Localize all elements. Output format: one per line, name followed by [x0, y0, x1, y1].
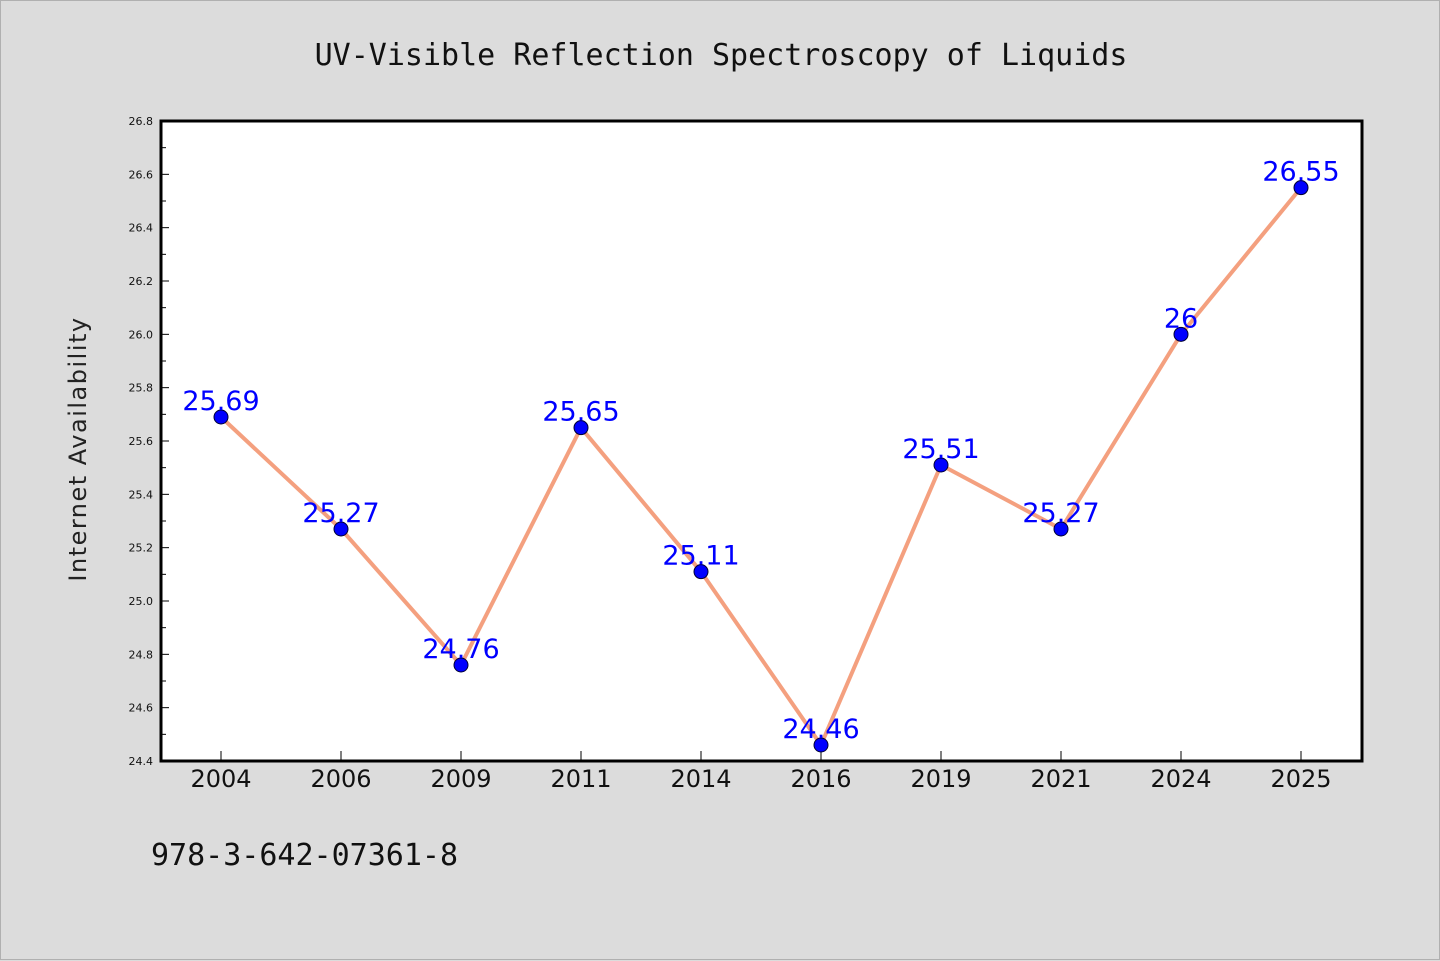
x-tick-label: 2006 [310, 765, 371, 793]
data-label: 25.27 [1022, 498, 1099, 529]
data-label: 25.27 [302, 498, 379, 529]
x-tick-label: 2009 [430, 765, 491, 793]
data-label: 25.65 [542, 397, 619, 428]
data-label: 26.55 [1262, 157, 1339, 188]
data-point [1053, 521, 1069, 537]
isbn-text: 978-3-642-07361-8 [151, 838, 458, 873]
data-label: 26 [1164, 303, 1198, 334]
data-point [813, 737, 829, 753]
data-point [933, 457, 949, 473]
x-tick-label: 2019 [910, 765, 971, 793]
x-tick-label: 2024 [1150, 765, 1211, 793]
y-tick-label: 24.4 [129, 755, 154, 768]
data-point [573, 420, 589, 436]
y-tick-label: 25.4 [129, 488, 154, 501]
y-tick-label: 25.6 [129, 435, 154, 448]
x-tick-label: 2016 [790, 765, 851, 793]
data-point [693, 564, 709, 580]
data-point [213, 409, 229, 425]
data-point [1173, 326, 1189, 342]
y-axis-label: Internet Availability [64, 316, 92, 581]
y-tick-label: 26.4 [129, 222, 154, 235]
data-label: 24.76 [422, 634, 499, 665]
x-tick-label: 2011 [550, 765, 611, 793]
series-line-group [219, 185, 1303, 747]
data-point [453, 657, 469, 673]
data-label: 25.69 [182, 386, 259, 417]
data-label: 25.51 [902, 434, 979, 465]
x-axis-ticks: 2004 2006 2009 2011 2014 2016 2019 2021 2024 2025 [190, 751, 1332, 793]
data-point [1293, 180, 1309, 196]
y-tick-label: 26.6 [129, 168, 154, 181]
y-axis-ticks: 24.4 24.6 24.8 25.0 25.2 25.4 25.6 25.8 26.0 26.2… [129, 115, 169, 768]
chart-title: UV-Visible Reflection Spectroscopy of Li… [315, 38, 1128, 73]
data-label: 24.46 [782, 714, 859, 745]
y-tick-label: 26.0 [129, 328, 154, 341]
y-tick-label: 25.8 [129, 382, 154, 395]
data-markers [213, 180, 1309, 753]
x-tick-label: 2004 [190, 765, 251, 793]
y-tick-label: 24.8 [129, 648, 154, 661]
y-tick-label: 26.2 [129, 275, 154, 288]
plot-area [159, 119, 1364, 763]
y-tick-label: 25.2 [129, 542, 154, 555]
y-tick-label: 25.0 [129, 595, 154, 608]
series-line [219, 185, 1303, 747]
data-label: 25.11 [662, 541, 739, 572]
x-tick-label: 2021 [1030, 765, 1091, 793]
data-point [333, 521, 349, 537]
y-tick-label: 24.6 [129, 702, 154, 715]
data-labels: 25.69 25.27 24.76 25.65 25.11 24.46 25.51 25.27… [182, 157, 1339, 745]
x-tick-label: 2025 [1270, 765, 1331, 793]
x-tick-label: 2014 [670, 765, 731, 793]
y-tick-label: 26.8 [129, 115, 154, 128]
